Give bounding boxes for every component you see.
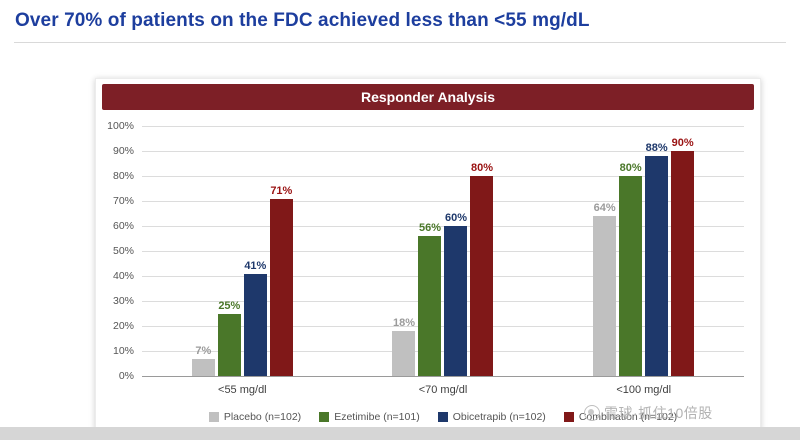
bar	[269, 198, 293, 376]
bar	[392, 331, 416, 376]
bar	[243, 273, 267, 376]
legend-label: Ezetimibe (n=101)	[334, 411, 420, 423]
x-axis-label: <55 mg/dl	[218, 384, 267, 396]
y-tick-label: 60%	[112, 220, 134, 232]
bar-group: 18% 56% 60% 80%	[392, 126, 494, 376]
gridline	[142, 126, 744, 127]
gridline	[142, 276, 744, 277]
bar-with-label: 18%	[392, 126, 416, 376]
responder-analysis-chart: Responder Analysis 100% 90% 80% 70% 60% 50% 40…	[95, 78, 761, 430]
bar	[191, 358, 215, 376]
x-axis-label: <70 mg/dl	[418, 384, 468, 396]
bar-value-label: 80%	[470, 162, 493, 174]
page: Over 70% of patients on the FDC achieved…	[0, 10, 800, 440]
bar-value-label: 90%	[671, 137, 694, 149]
bar-value-label: 64%	[593, 202, 616, 214]
bar-group: 7% 25% 41% 71%	[191, 126, 293, 376]
gridline	[142, 326, 744, 327]
watermark: 雪球·抓住10倍股	[584, 403, 713, 423]
bar-value-label: 88%	[645, 142, 668, 154]
legend-item: Ezetimibe (n=101)	[319, 411, 420, 423]
bar-with-label: 56%	[418, 126, 442, 376]
gridline	[142, 376, 744, 377]
bar-with-label: 60%	[444, 126, 468, 376]
bar-with-label: 71%	[269, 126, 293, 376]
gridline	[142, 301, 744, 302]
bar-value-label: 71%	[270, 184, 293, 197]
gridline	[142, 251, 744, 252]
watermark-logo-icon	[584, 405, 600, 421]
legend-swatch	[319, 412, 330, 422]
bottom-strip	[0, 427, 800, 440]
title-divider	[14, 42, 786, 43]
bar-with-label: 80%	[619, 126, 643, 376]
bar-with-label: 64%	[593, 126, 617, 376]
legend-item: Combination (n=102)	[563, 411, 678, 423]
bar	[645, 156, 669, 376]
legend-swatch	[208, 412, 219, 422]
gridline	[142, 351, 744, 352]
bar	[418, 236, 442, 376]
legend: Placebo (n=102) Ezetimibe (n=101) Obicetra…	[142, 411, 744, 423]
y-axis: 100% 90% 80% 70% 60% 50% 40% 30% 20% 10% 0%	[102, 120, 142, 382]
legend-label: Placebo (n=102)	[223, 411, 302, 423]
x-axis: <55 mg/dl <70 mg/dl <100 mg/dl	[142, 384, 744, 396]
x-axis-label: <100 mg/dl	[616, 384, 672, 396]
bar-with-label: 41%	[243, 126, 267, 376]
page-title: Over 70% of patients on the FDC achieved…	[15, 10, 590, 31]
y-tick-label: 0%	[118, 370, 134, 382]
bar	[671, 151, 695, 376]
y-tick-label: 40%	[112, 270, 134, 282]
bar	[217, 313, 241, 376]
bar	[470, 176, 494, 376]
legend-swatch	[563, 412, 574, 422]
bar-with-label: 7%	[191, 126, 215, 376]
bar-value-label: 25%	[218, 299, 241, 312]
legend-label: Combination (n=102)	[578, 411, 678, 423]
bar-group: 64% 80% 88% 90%	[593, 126, 695, 376]
bar-value-label: 80%	[619, 162, 642, 174]
gridline	[142, 176, 744, 177]
legend-label: Obicetrapib (n=102)	[452, 411, 546, 423]
gridline	[142, 226, 744, 227]
plot-row: 100% 90% 80% 70% 60% 50% 40% 30% 20% 10% 0% 7% 25% 4…	[102, 120, 744, 382]
y-tick-label: 30%	[112, 295, 134, 307]
gridline	[142, 201, 744, 202]
bar	[444, 226, 468, 376]
gridline	[142, 151, 744, 152]
y-tick-label: 10%	[112, 345, 134, 357]
bar-with-label: 80%	[470, 126, 494, 376]
bar-value-label: 18%	[392, 317, 415, 329]
bar-with-label: 90%	[671, 126, 695, 376]
bar	[593, 216, 617, 376]
bar	[619, 176, 643, 376]
bar-value-label: 56%	[418, 222, 441, 234]
legend-item: Placebo (n=102)	[208, 411, 302, 423]
y-tick-label: 70%	[112, 195, 134, 207]
bar-value-label: 7%	[195, 344, 212, 357]
watermark-text: 雪球·抓住10倍股	[604, 405, 713, 421]
y-tick-label: 20%	[112, 320, 134, 332]
y-tick-label: 100%	[107, 120, 134, 132]
legend-swatch	[437, 412, 448, 422]
y-tick-label: 50%	[112, 245, 134, 257]
plot-area: 7% 25% 41% 71% 18% 56% 60% 80% 64% 80% 88% 90%	[142, 126, 744, 377]
legend-item: Obicetrapib (n=102)	[437, 411, 546, 423]
bar-groups: 7% 25% 41% 71% 18% 56% 60% 80% 64% 80% 88% 90%	[142, 126, 744, 376]
chart-title-bar: Responder Analysis	[102, 84, 754, 110]
bar-with-label: 25%	[217, 126, 241, 376]
bar-value-label: 60%	[444, 212, 467, 224]
bar-with-label: 88%	[645, 126, 669, 376]
chart-body: 100% 90% 80% 70% 60% 50% 40% 30% 20% 10% 0% 7% 25% 4…	[96, 110, 760, 423]
y-tick-label: 90%	[112, 145, 134, 157]
y-tick-label: 80%	[112, 170, 134, 182]
bar-value-label: 41%	[244, 259, 267, 272]
